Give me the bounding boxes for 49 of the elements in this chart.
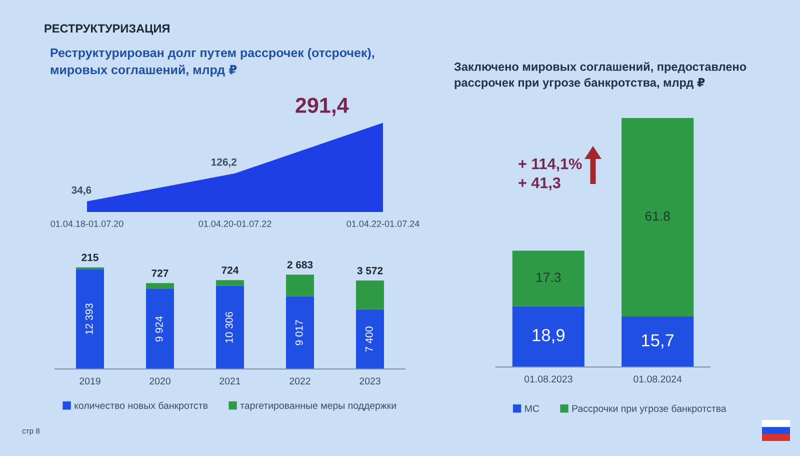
x-tick-label: 2023 xyxy=(360,378,380,384)
bar xyxy=(512,306,584,367)
bar xyxy=(146,289,174,369)
x-tick-label: 2022 xyxy=(290,378,310,384)
legend-label: количество новых банкротств xyxy=(74,402,208,411)
text: РЕСТРУКТУРИЗАЦИЯ xyxy=(44,24,170,35)
data-label: 10 306 xyxy=(225,312,233,343)
data-label: 15,7 xyxy=(642,334,674,348)
data-label: 727 xyxy=(152,270,168,277)
data-label: 2 683 xyxy=(287,261,313,268)
annotation: + 114,1% xyxy=(518,158,582,172)
x-tick-label: 01.04.20-01.07.22 xyxy=(198,220,272,227)
bar xyxy=(622,118,694,317)
data-label: 17.3 xyxy=(536,272,561,282)
data-label: 9 924 xyxy=(155,316,163,342)
x-tick-label: 2019 xyxy=(80,378,100,384)
bar xyxy=(286,274,314,296)
bar xyxy=(216,280,244,286)
data-label: 126,2 xyxy=(212,158,237,168)
data-label: 12 393 xyxy=(85,304,93,334)
bar xyxy=(216,286,244,369)
bar xyxy=(512,250,584,306)
bar xyxy=(622,316,694,367)
data-label: 34,6 xyxy=(72,186,92,196)
x-tick-label: 2020 xyxy=(150,378,170,384)
legend-label: Рассрочки при угрозе банкротства xyxy=(572,404,726,414)
chart-title: Реструктурирован долг путем рассрочек (отсрочек), мировых соглашений, млрд ₽ xyxy=(50,48,374,77)
chart-title: Заключено мировых соглашений, предоставлено рассрочек при угрозе банкротства, млрд ₽ xyxy=(454,62,746,90)
bar xyxy=(76,269,104,369)
bar xyxy=(286,296,314,369)
annotation: + 41,3 xyxy=(518,177,560,190)
x-tick-label: 01.04.18-01.07.20 xyxy=(50,220,124,227)
data-label: 291,4 xyxy=(296,98,349,116)
x-tick-label: 01.04.22-01.07.24 xyxy=(346,220,420,227)
data-label: 215 xyxy=(82,254,98,262)
legend-label: таргетированные меры поддержки xyxy=(240,404,396,411)
data-label: 724 xyxy=(222,266,239,274)
legend-label: МС xyxy=(525,405,540,412)
x-tick-label: 01.08.2023 xyxy=(524,376,572,382)
data-label: 9 017 xyxy=(295,320,303,346)
bar xyxy=(356,309,384,369)
x-tick-label: 01.08.2024 xyxy=(634,376,682,382)
data-label: 61.8 xyxy=(645,211,670,221)
bar xyxy=(146,283,174,289)
bar xyxy=(356,280,384,310)
data-label: 18,9 xyxy=(532,329,564,344)
x-tick-label: 2021 xyxy=(220,378,240,384)
data-label: 3 572 xyxy=(357,266,383,274)
data-label: 7 400 xyxy=(365,326,373,352)
